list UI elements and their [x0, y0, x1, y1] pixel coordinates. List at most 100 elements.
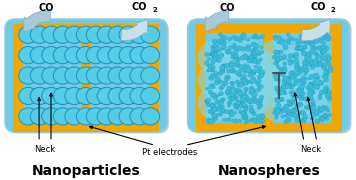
Circle shape: [325, 88, 328, 91]
Circle shape: [324, 106, 328, 110]
Circle shape: [198, 39, 237, 76]
Circle shape: [276, 99, 280, 103]
Circle shape: [245, 95, 249, 99]
Circle shape: [53, 47, 72, 64]
Circle shape: [258, 69, 262, 73]
Circle shape: [119, 47, 138, 64]
Circle shape: [324, 70, 329, 75]
Circle shape: [302, 81, 307, 85]
Circle shape: [234, 88, 239, 93]
Circle shape: [119, 26, 138, 43]
Circle shape: [306, 106, 310, 110]
Circle shape: [226, 69, 230, 73]
Circle shape: [208, 90, 213, 94]
Circle shape: [231, 45, 234, 48]
Circle shape: [282, 108, 287, 113]
Circle shape: [325, 69, 329, 72]
Circle shape: [221, 64, 225, 68]
Circle shape: [232, 119, 236, 122]
Circle shape: [76, 47, 95, 64]
Circle shape: [250, 58, 253, 61]
Circle shape: [225, 90, 229, 94]
Circle shape: [308, 55, 312, 58]
Circle shape: [308, 63, 311, 66]
Circle shape: [298, 87, 304, 93]
Circle shape: [302, 64, 308, 69]
Circle shape: [295, 47, 299, 51]
Circle shape: [231, 81, 235, 85]
Circle shape: [210, 73, 215, 78]
Circle shape: [97, 67, 116, 84]
Circle shape: [304, 38, 308, 41]
Circle shape: [215, 55, 219, 58]
Circle shape: [243, 114, 248, 118]
Circle shape: [283, 45, 288, 50]
Circle shape: [260, 34, 265, 39]
Circle shape: [246, 47, 249, 50]
Circle shape: [256, 36, 260, 39]
Circle shape: [323, 34, 326, 38]
Circle shape: [300, 38, 304, 42]
Circle shape: [258, 98, 263, 103]
Circle shape: [289, 71, 294, 76]
Text: Neck: Neck: [300, 145, 321, 154]
Circle shape: [313, 81, 316, 84]
Circle shape: [295, 115, 299, 119]
Circle shape: [30, 47, 49, 64]
Circle shape: [300, 87, 304, 91]
Circle shape: [276, 53, 281, 58]
Circle shape: [320, 50, 325, 55]
Circle shape: [256, 102, 260, 105]
Circle shape: [225, 91, 230, 95]
Circle shape: [242, 103, 246, 107]
Circle shape: [210, 52, 216, 57]
Circle shape: [205, 87, 208, 90]
Circle shape: [328, 37, 331, 40]
Circle shape: [210, 53, 213, 56]
Circle shape: [225, 110, 229, 114]
Text: 2: 2: [152, 7, 157, 13]
Circle shape: [303, 31, 308, 36]
Circle shape: [315, 75, 319, 78]
Circle shape: [324, 87, 328, 91]
Circle shape: [243, 111, 247, 114]
Circle shape: [316, 54, 320, 59]
Circle shape: [257, 78, 261, 83]
Circle shape: [249, 89, 254, 93]
Circle shape: [252, 117, 256, 121]
Circle shape: [246, 47, 251, 52]
Circle shape: [250, 54, 256, 59]
Circle shape: [19, 47, 38, 64]
Circle shape: [19, 87, 38, 105]
Circle shape: [326, 37, 331, 41]
Circle shape: [324, 34, 329, 39]
Circle shape: [225, 75, 230, 80]
Circle shape: [325, 71, 329, 75]
Circle shape: [300, 93, 303, 96]
Circle shape: [320, 46, 325, 50]
Circle shape: [258, 53, 261, 56]
Circle shape: [249, 105, 253, 109]
Circle shape: [86, 26, 105, 43]
Circle shape: [251, 51, 255, 55]
Circle shape: [233, 95, 238, 100]
Circle shape: [211, 45, 215, 49]
Circle shape: [287, 110, 292, 114]
Circle shape: [273, 107, 279, 112]
Circle shape: [227, 110, 231, 114]
Circle shape: [211, 92, 216, 97]
Circle shape: [260, 115, 265, 119]
Circle shape: [226, 118, 231, 122]
Circle shape: [319, 118, 322, 120]
Circle shape: [282, 79, 286, 82]
Circle shape: [257, 39, 297, 76]
Circle shape: [318, 80, 322, 84]
Text: CO: CO: [38, 3, 54, 13]
Circle shape: [288, 101, 293, 106]
Circle shape: [273, 55, 278, 60]
Circle shape: [323, 89, 326, 92]
Circle shape: [245, 117, 248, 120]
Circle shape: [279, 67, 283, 71]
Circle shape: [253, 33, 257, 37]
Circle shape: [281, 85, 284, 88]
